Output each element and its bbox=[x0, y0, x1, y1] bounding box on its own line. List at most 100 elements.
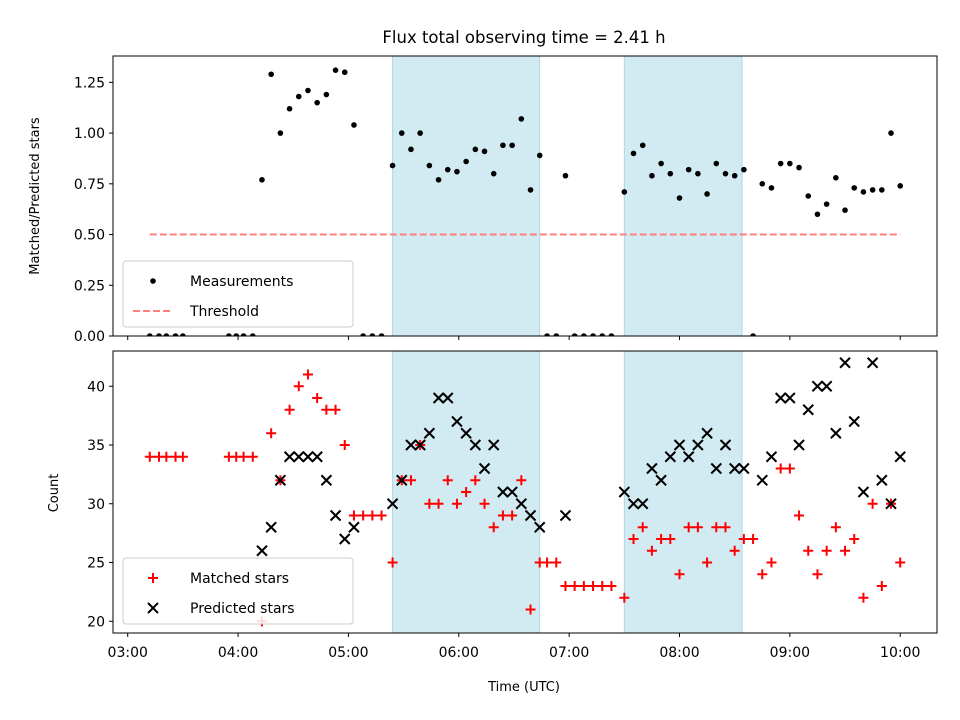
predicted-stars-point bbox=[876, 474, 888, 486]
measurements-point bbox=[897, 183, 904, 189]
measurements-point bbox=[658, 160, 664, 167]
matched-stars-point bbox=[784, 463, 795, 474]
measurements-point bbox=[286, 105, 293, 112]
measurements-point bbox=[562, 172, 569, 179]
predicted-stars-point bbox=[673, 439, 686, 451]
measurements-point bbox=[472, 146, 479, 153]
predicted-stars-point bbox=[559, 509, 572, 522]
predicted-stars-point bbox=[478, 462, 491, 475]
measurements-point bbox=[454, 168, 460, 175]
matched-stars-point bbox=[867, 498, 878, 509]
measurements-point bbox=[704, 191, 710, 197]
legend-swatch-predicted-stars bbox=[147, 602, 159, 614]
matched-stars-point bbox=[479, 498, 490, 509]
measurements-point bbox=[240, 333, 247, 336]
matched-stars-point bbox=[551, 557, 562, 568]
measurements-point bbox=[259, 176, 265, 183]
measurements-point bbox=[341, 69, 348, 76]
predicted-stars-point bbox=[655, 474, 667, 486]
matched-stars-point bbox=[358, 510, 369, 521]
matched-stars-point bbox=[619, 592, 630, 603]
top-y-tick-label: 0.00 bbox=[74, 329, 105, 345]
measurements-point bbox=[842, 207, 848, 214]
matched-stars-point bbox=[858, 592, 869, 603]
measurements-point bbox=[608, 333, 615, 336]
matched-stars-point bbox=[525, 604, 536, 615]
predicted-stars-point bbox=[664, 451, 677, 463]
top-y-tick-label: 0.25 bbox=[74, 278, 105, 294]
matched-stars-point bbox=[628, 534, 639, 544]
measurements-point bbox=[332, 67, 339, 74]
predicted-stars-point bbox=[274, 474, 287, 486]
measurements-point bbox=[518, 116, 525, 122]
top-shaded-interval-2 bbox=[623, 55, 743, 337]
measurements-point bbox=[314, 99, 320, 106]
measurements-point bbox=[787, 160, 793, 167]
measurements-point bbox=[463, 158, 469, 165]
measurements-point bbox=[305, 87, 311, 94]
matched-stars-point bbox=[821, 545, 832, 556]
measurements-point bbox=[823, 201, 830, 207]
predicted-stars-point bbox=[460, 427, 472, 439]
bottom-legend: Matched stars Predicted stars bbox=[122, 557, 354, 625]
predicted-stars-point bbox=[894, 451, 906, 463]
matched-stars-point bbox=[683, 522, 694, 533]
x-tick-label: 06:00 bbox=[439, 645, 479, 661]
measurements-point bbox=[685, 166, 692, 173]
predicted-stars-point bbox=[885, 498, 897, 510]
predicted-stars-point bbox=[283, 451, 296, 463]
predicted-stars-point bbox=[348, 521, 360, 533]
top-panel: 0.00 0.25 0.50 0.75 1.00 1.25 Measurements Thre… bbox=[74, 55, 938, 345]
predicted-stars-point bbox=[811, 380, 824, 392]
predicted-stars-point bbox=[839, 357, 851, 369]
measurements-point bbox=[295, 93, 302, 100]
predicted-stars-point bbox=[784, 392, 796, 404]
measurements-point bbox=[805, 193, 812, 199]
x-tick-label: 08:00 bbox=[659, 645, 699, 661]
measurements-point bbox=[639, 142, 646, 149]
matched-stars-point bbox=[367, 510, 378, 521]
matched-stars-point bbox=[597, 581, 608, 591]
measurements-point bbox=[796, 164, 802, 171]
measurements-point bbox=[527, 187, 534, 193]
matched-stars-point bbox=[738, 534, 749, 544]
measurements-point bbox=[621, 189, 628, 195]
matched-stars-point bbox=[387, 557, 398, 568]
measurements-point bbox=[378, 333, 385, 336]
predicted-stars-point bbox=[405, 439, 417, 451]
predicted-stars-point bbox=[339, 533, 351, 545]
matched-stars-point bbox=[516, 475, 527, 486]
bottom-y-tick-label: 20 bbox=[87, 614, 105, 630]
matched-stars-point bbox=[497, 510, 508, 521]
predicted-stars-point bbox=[506, 486, 518, 498]
matched-stars-point bbox=[702, 557, 713, 568]
measurements-point bbox=[741, 166, 747, 173]
matched-stars-point bbox=[424, 498, 435, 509]
matched-stars-point bbox=[757, 569, 768, 580]
matched-stars-point bbox=[729, 545, 740, 556]
predicted-stars-point bbox=[627, 498, 640, 510]
predicted-stars-point bbox=[774, 392, 787, 404]
matched-stars-point bbox=[578, 581, 589, 591]
bottom-data-layer bbox=[144, 357, 906, 627]
x-tick-label: 04:00 bbox=[218, 645, 258, 661]
matched-stars-point bbox=[665, 534, 676, 544]
measurements-point bbox=[544, 333, 550, 336]
predicted-stars-point bbox=[646, 462, 658, 475]
measurements-point bbox=[599, 333, 606, 336]
top-y-tick-label: 0.50 bbox=[74, 228, 105, 244]
measurements-point bbox=[833, 174, 839, 181]
matched-stars-point bbox=[542, 557, 553, 568]
matched-stars-point bbox=[177, 451, 188, 462]
measurements-point bbox=[814, 211, 821, 218]
matched-stars-point bbox=[461, 487, 472, 497]
measurements-point bbox=[226, 333, 232, 336]
measurements-point bbox=[481, 148, 488, 155]
predicted-stars-point bbox=[265, 521, 277, 533]
predicted-stars-point bbox=[329, 509, 342, 522]
x-tick-label: 03:00 bbox=[108, 645, 148, 661]
top-legend: Measurements Threshold bbox=[122, 260, 354, 328]
matched-stars-point bbox=[711, 522, 722, 533]
top-y-tick-label: 0.75 bbox=[74, 177, 105, 193]
